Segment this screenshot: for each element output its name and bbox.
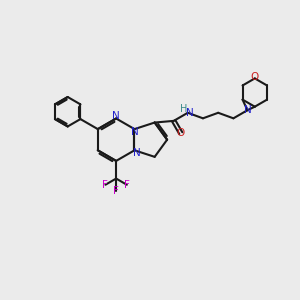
Text: N: N: [112, 111, 119, 122]
Text: F: F: [103, 180, 108, 190]
Text: H: H: [180, 104, 187, 114]
Text: N: N: [186, 108, 194, 118]
Text: O: O: [177, 128, 185, 138]
Text: O: O: [251, 72, 259, 82]
Text: N: N: [244, 105, 251, 115]
Text: N: N: [133, 148, 141, 158]
Text: N: N: [130, 127, 138, 137]
Text: F: F: [124, 180, 130, 190]
Text: F: F: [113, 186, 119, 196]
